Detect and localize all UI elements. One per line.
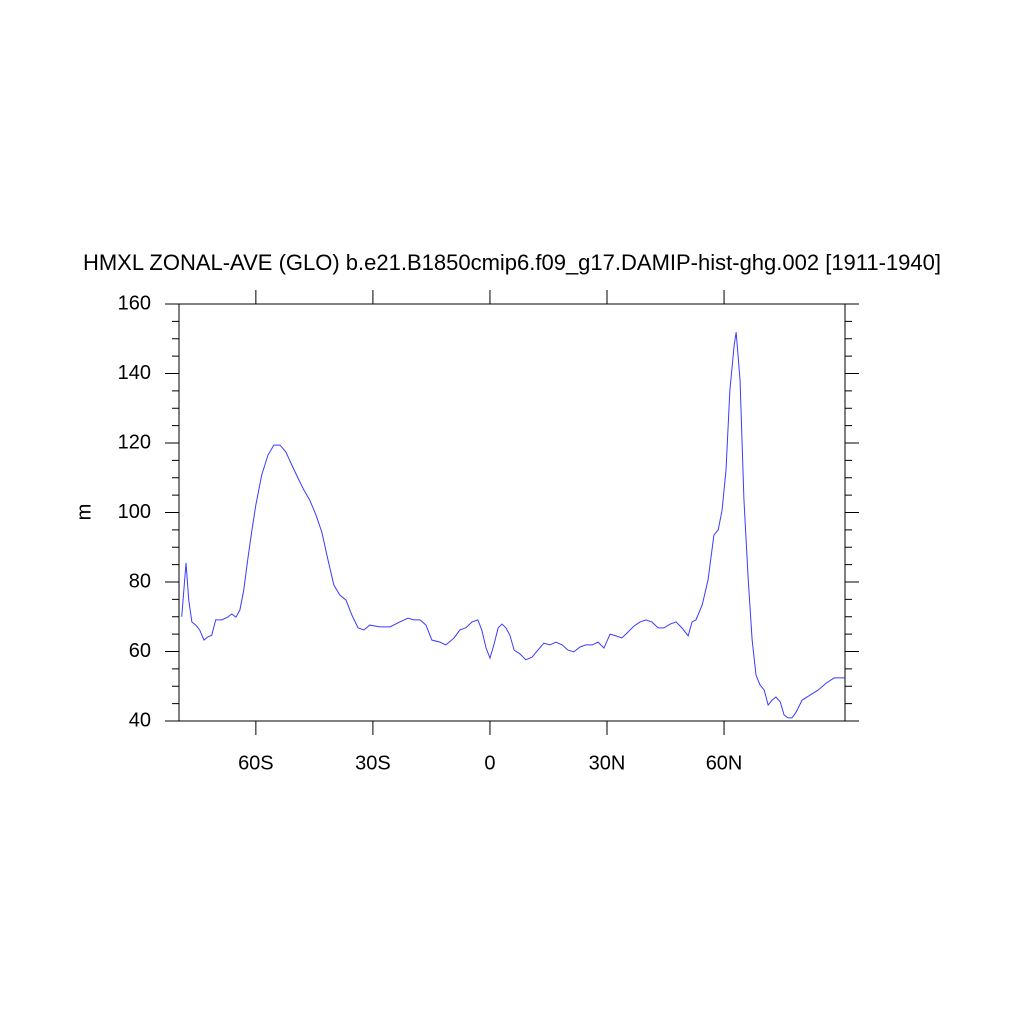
data-line xyxy=(181,332,845,719)
chart-title: HMXL ZONAL-AVE (GLO) b.e21.B1850cmip6.f0… xyxy=(83,250,941,275)
x-tick-label: 60N xyxy=(706,752,743,774)
x-tick-label: 0 xyxy=(484,752,495,774)
y-tick-label: 40 xyxy=(129,709,151,731)
y-tick-label: 60 xyxy=(129,640,151,662)
x-tick-label: 60S xyxy=(238,752,274,774)
y-tick-label: 120 xyxy=(118,431,151,453)
x-tick-label: 30S xyxy=(355,752,391,774)
y-axis-label: m xyxy=(73,504,95,521)
y-tick-label: 100 xyxy=(118,501,151,523)
x-tick-label: 30N xyxy=(589,752,626,774)
y-tick-label: 140 xyxy=(118,362,151,384)
y-tick-label: 160 xyxy=(118,292,151,314)
y-tick-label: 80 xyxy=(129,570,151,592)
